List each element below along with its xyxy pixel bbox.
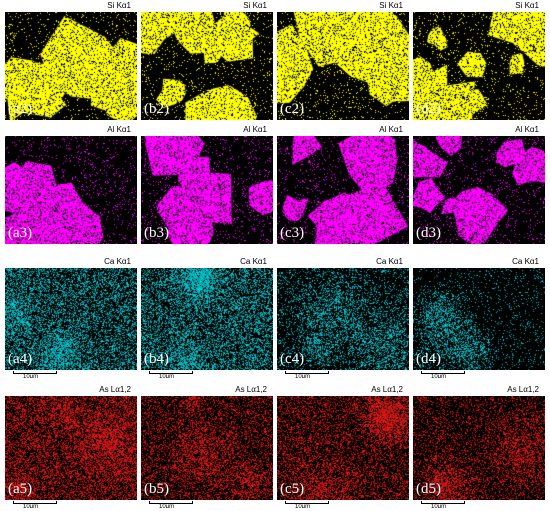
- eds-panel-ca-3: Ca Kα1 (c4) 10μm: [277, 256, 409, 378]
- panel-label: (d5): [416, 481, 441, 497]
- scale-bar: 10μm: [149, 501, 197, 508]
- panel-label: (c5): [280, 481, 305, 497]
- scale-bar: 10μm: [13, 501, 61, 508]
- panel-title: Al Kα1: [107, 125, 131, 134]
- panel-label: (a3): [8, 225, 33, 241]
- scale-bar-label: 10μm: [431, 504, 447, 508]
- element-map-image: [277, 268, 409, 370]
- eds-panel-al-4: Al Kα1 (d3): [413, 124, 545, 244]
- eds-panel-ca-1: Ca Kα1 (a4) 10μm: [5, 256, 137, 378]
- scale-bar-label: 10μm: [295, 504, 311, 508]
- panel-title: As Lα1,2: [235, 385, 267, 394]
- scale-bar: 10μm: [285, 371, 333, 378]
- panel-title: Si Kα1: [243, 1, 267, 10]
- panel-label: (b4): [144, 351, 169, 367]
- scale-bar-line: [421, 501, 465, 504]
- panel-title: Ca Kα1: [376, 257, 403, 266]
- scale-bar-line: [421, 371, 465, 374]
- panel-label: (a5): [8, 481, 33, 497]
- scale-bar: 10μm: [285, 501, 333, 508]
- scale-bar: 10μm: [421, 371, 469, 378]
- scale-bar-line: [285, 371, 329, 374]
- element-map-image: [141, 12, 273, 120]
- panel-label: (b5): [144, 481, 169, 497]
- element-map-image: [141, 136, 273, 244]
- eds-panel-si-3: Si Kα1 (c2): [277, 0, 409, 120]
- eds-panel-si-4: Si Kα1 (d2): [413, 0, 545, 120]
- panel-title: As Lα1,2: [507, 385, 539, 394]
- panel-label: (b3): [144, 225, 169, 241]
- panel-title: As Lα1,2: [99, 385, 131, 394]
- element-map-image: [413, 396, 545, 500]
- element-map-image: [141, 268, 273, 370]
- panel-label: (c2): [280, 101, 305, 117]
- eds-panel-si-1: Si Kα1 (a2): [5, 0, 137, 120]
- panel-title: Ca Kα1: [512, 257, 539, 266]
- scale-bar-line: [285, 501, 329, 504]
- scale-bar: 10μm: [421, 501, 469, 508]
- panel-label: (a2): [8, 101, 33, 117]
- panel-label: (d2): [416, 101, 441, 117]
- eds-panel-as-1: As Lα1,2 (a5) 10μm: [5, 384, 137, 508]
- panel-title: Ca Kα1: [104, 257, 131, 266]
- scale-bar: 10μm: [149, 371, 197, 378]
- element-map-image: [277, 136, 409, 244]
- panel-title: Ca Kα1: [240, 257, 267, 266]
- element-map-image: [141, 396, 273, 500]
- panel-title: Si Kα1: [515, 1, 539, 10]
- scale-bar-line: [13, 371, 57, 374]
- eds-panel-ca-4: Ca Kα1 (d4) 10μm: [413, 256, 545, 378]
- scale-bar-label: 10μm: [159, 504, 175, 508]
- element-map-image: [5, 12, 137, 120]
- panel-title: Si Kα1: [107, 1, 131, 10]
- eds-panel-ca-2: Ca Kα1 (b4) 10μm: [141, 256, 273, 378]
- scale-bar-line: [149, 371, 193, 374]
- element-map-image: [5, 136, 137, 244]
- scale-bar-label: 10μm: [159, 374, 175, 378]
- element-map-image: [413, 268, 545, 370]
- element-map-image: [413, 12, 545, 120]
- scale-bar: 10μm: [13, 371, 61, 378]
- element-map-image: [413, 136, 545, 244]
- scale-bar-label: 10μm: [23, 504, 39, 508]
- panel-label: (d3): [416, 225, 441, 241]
- element-map-image: [5, 268, 137, 370]
- panel-label: (b2): [144, 101, 169, 117]
- panel-label: (c4): [280, 351, 305, 367]
- panel-title: Al Kα1: [379, 125, 403, 134]
- scale-bar-label: 10μm: [431, 374, 447, 378]
- panel-label: (d4): [416, 351, 441, 367]
- element-map-image: [277, 12, 409, 120]
- eds-panel-si-2: Si Kα1 (b2): [141, 0, 273, 120]
- eds-panel-as-2: As Lα1,2 (b5) 10μm: [141, 384, 273, 508]
- eds-panel-as-4: As Lα1,2 (d5) 10μm: [413, 384, 545, 508]
- scale-bar-line: [13, 501, 57, 504]
- eds-panel-al-1: Al Kα1 (a3): [5, 124, 137, 244]
- panel-title: Si Kα1: [379, 1, 403, 10]
- eds-panel-al-3: Al Kα1 (c3): [277, 124, 409, 244]
- eds-panel-al-2: Al Kα1 (b3): [141, 124, 273, 244]
- element-map-image: [5, 396, 137, 500]
- panel-label: (c3): [280, 225, 305, 241]
- eds-panel-as-3: As Lα1,2 (c5) 10μm: [277, 384, 409, 508]
- panel-label: (a4): [8, 351, 33, 367]
- scale-bar-label: 10μm: [23, 374, 39, 378]
- element-map-image: [277, 396, 409, 500]
- panel-title: Al Kα1: [515, 125, 539, 134]
- panel-title: As Lα1,2: [371, 385, 403, 394]
- panel-title: Al Kα1: [243, 125, 267, 134]
- scale-bar-line: [149, 501, 193, 504]
- scale-bar-label: 10μm: [295, 374, 311, 378]
